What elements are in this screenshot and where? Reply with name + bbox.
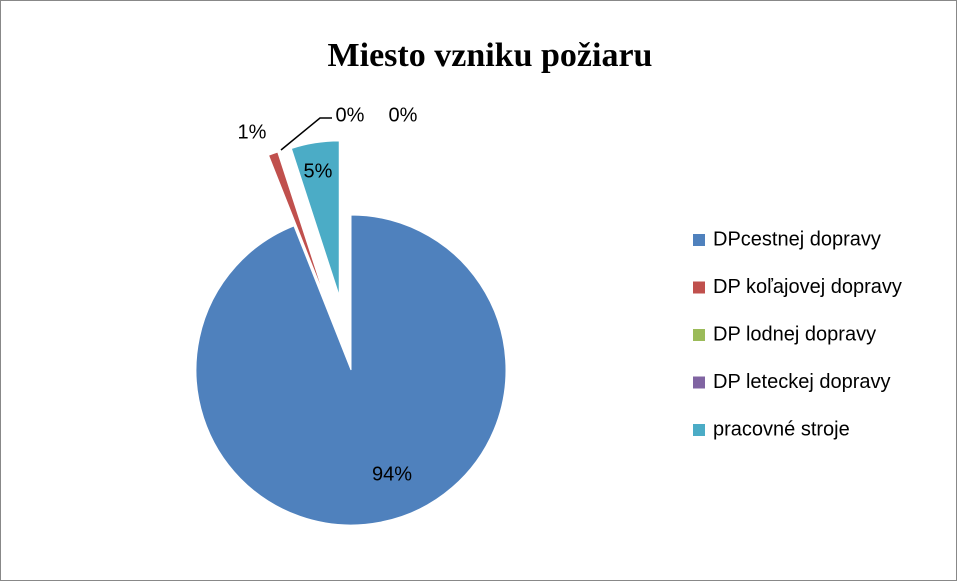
legend-label: DP koľajovej dopravy [713, 276, 902, 298]
data-label: 5% [304, 160, 333, 182]
legend-swatch [693, 329, 705, 341]
legend-swatch [693, 376, 705, 389]
leader-line [280, 117, 332, 151]
legend-swatch [693, 281, 705, 294]
legend-label: DP leteckej dopravy [713, 371, 891, 393]
chart-title: Miesto vzniku požiaru [328, 37, 653, 74]
pie-slice [267, 151, 327, 300]
legend-label: DPcestnej dopravy [713, 228, 881, 250]
data-label: 0% [336, 104, 365, 126]
pie-slice [279, 151, 328, 299]
data-label: 1% [238, 121, 267, 143]
pie-slice [290, 140, 340, 297]
legend-swatch [693, 234, 705, 246]
legend-label: DP lodnej dopravy [713, 323, 876, 345]
pie-slice [195, 214, 507, 526]
data-label: 94% [372, 463, 412, 485]
data-label: 0% [389, 104, 418, 126]
legend-swatch [693, 424, 705, 436]
legend-label: pracovné stroje [713, 418, 850, 440]
